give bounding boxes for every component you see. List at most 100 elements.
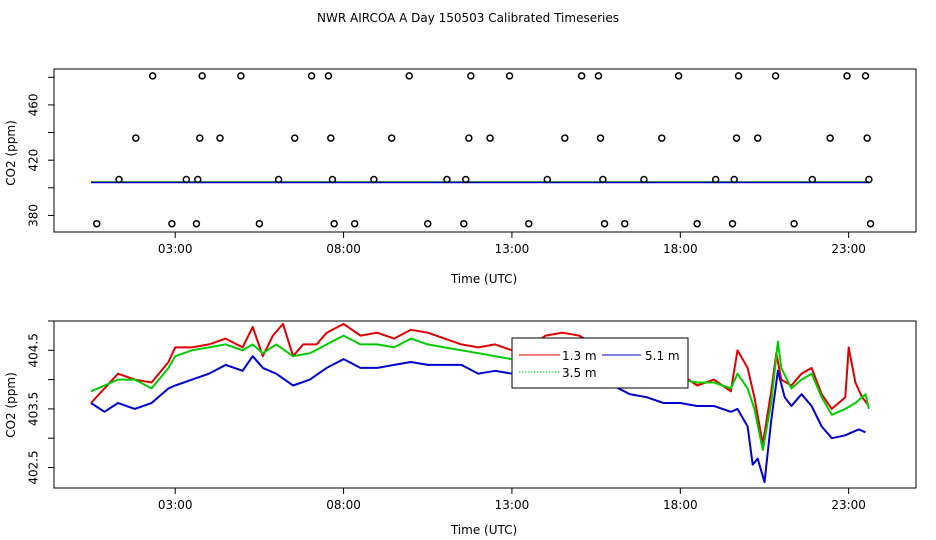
x-tick-label: 18:00: [663, 242, 698, 256]
calibration-point: [460, 219, 468, 228]
calibration-point: [693, 219, 701, 228]
calibration-point: [148, 72, 157, 80]
calibration-point: [132, 134, 140, 142]
legend: 1.3 m 3.5 m 5.1 m: [511, 337, 689, 389]
top-calibration-points: [93, 72, 875, 228]
calibration-point: [462, 175, 470, 184]
calibration-point: [424, 219, 432, 228]
top-x-axis-label: Time (UTC): [450, 272, 517, 286]
calibration-point: [658, 134, 666, 142]
calibration-point: [168, 219, 176, 228]
calibration-point: [237, 72, 245, 80]
top-series-lines: [91, 181, 869, 184]
calibration-point: [577, 72, 586, 80]
calibration-point: [826, 134, 834, 142]
legend-box: [511, 337, 689, 389]
x-tick-label: 08:00: [326, 498, 361, 512]
calibration-point: [790, 219, 798, 228]
legend-label-3-5m: 3.5 m: [562, 366, 597, 380]
calibration-point: [192, 219, 201, 228]
y-tick-label: 403.5: [27, 392, 41, 426]
calibration-point: [865, 175, 873, 184]
top-y-axis: 380 420 460: [27, 76, 54, 227]
calibration-point: [115, 175, 123, 184]
calibration-point: [505, 72, 514, 80]
calibration-point: [324, 72, 333, 80]
legend-label-1-3m: 1.3 m: [562, 349, 597, 363]
x-tick-label: 08:00: [326, 242, 361, 256]
calibration-point: [274, 175, 283, 184]
figure-title: NWR AIRCOA A Day 150503 Calibrated Times…: [317, 11, 619, 25]
bottom-x-axis-label: Time (UTC): [450, 523, 517, 537]
calibration-point: [808, 175, 817, 184]
calibration-point: [330, 219, 338, 228]
bottom-plot-frame: [53, 320, 917, 489]
calibration-point: [291, 134, 299, 142]
calibration-point: [328, 175, 337, 184]
top-plot-frame: [53, 68, 917, 233]
calibration-point: [93, 219, 101, 228]
calibration-point: [730, 175, 738, 184]
calibration-point: [600, 219, 609, 228]
legend-label-5-1m: 5.1 m: [645, 349, 680, 363]
x-tick-label: 13:00: [495, 498, 530, 512]
series-line-1-3-m: [90, 322, 870, 446]
calibration-point: [732, 134, 741, 142]
calibration-point: [674, 72, 683, 80]
bottom-y-axis-label: CO2 (ppm): [4, 372, 18, 438]
x-tick-label: 13:00: [495, 242, 530, 256]
bottom-series-lines: [90, 322, 870, 484]
calibration-point: [734, 72, 743, 80]
calibration-point: [711, 175, 720, 184]
calibration-point: [771, 72, 780, 80]
calibration-point: [196, 134, 204, 142]
x-tick-label: 23:00: [831, 498, 866, 512]
calibration-point: [350, 219, 359, 228]
calibration-point: [561, 134, 569, 142]
calibration-point: [255, 219, 264, 228]
calibration-point: [596, 134, 605, 142]
bottom-x-axis: 03:00 08:00 13:00 18:00 23:00: [158, 488, 866, 512]
y-tick-label: 420: [27, 149, 41, 172]
x-tick-label: 03:00: [158, 498, 193, 512]
calibration-point: [387, 134, 396, 142]
series-line-3-5-m: [90, 334, 870, 451]
y-tick-label: 404.5: [27, 333, 41, 367]
x-tick-label: 18:00: [663, 498, 698, 512]
calibration-point: [594, 72, 603, 80]
calibration-point: [866, 219, 875, 228]
calibration-point: [728, 219, 737, 228]
calibration-point: [843, 72, 851, 80]
calibration-point: [863, 134, 871, 142]
calibration-point: [620, 219, 629, 228]
top-y-axis-label: CO2 (ppm): [4, 120, 18, 186]
calibration-point: [543, 175, 552, 184]
calibration-point: [486, 134, 494, 142]
calibration-point: [599, 175, 607, 184]
top-x-axis: 03:00 08:00 13:00 18:00 23:00: [158, 232, 866, 256]
bottom-panel: 03:00 08:00 13:00 18:00 23:00 402.5 403.5 404.…: [4, 320, 917, 537]
y-tick-label: 402.5: [27, 450, 41, 484]
calibration-point: [753, 134, 762, 142]
calibration-point: [182, 175, 191, 184]
top-panel: 03:00 08:00 13:00 18:00 23:00 380 420 460 Time…: [4, 68, 917, 286]
calibration-point: [861, 72, 870, 80]
y-tick-label: 380: [27, 204, 41, 227]
calibration-point: [327, 134, 335, 142]
calibration-point: [307, 72, 316, 80]
calibration-point: [467, 72, 475, 80]
calibration-point: [194, 175, 202, 184]
y-tick-label: 460: [27, 93, 41, 116]
calibration-point: [405, 72, 413, 80]
x-tick-label: 03:00: [158, 242, 193, 256]
calibration-point: [198, 72, 206, 80]
bottom-y-axis: 402.5 403.5 404.5: [27, 320, 54, 485]
x-tick-label: 23:00: [831, 242, 866, 256]
calibration-point: [216, 134, 224, 142]
calibration-point: [525, 219, 533, 228]
calibration-point: [370, 175, 378, 184]
calibration-point: [640, 175, 648, 184]
calibration-point: [443, 175, 451, 184]
calibration-point: [465, 134, 473, 142]
